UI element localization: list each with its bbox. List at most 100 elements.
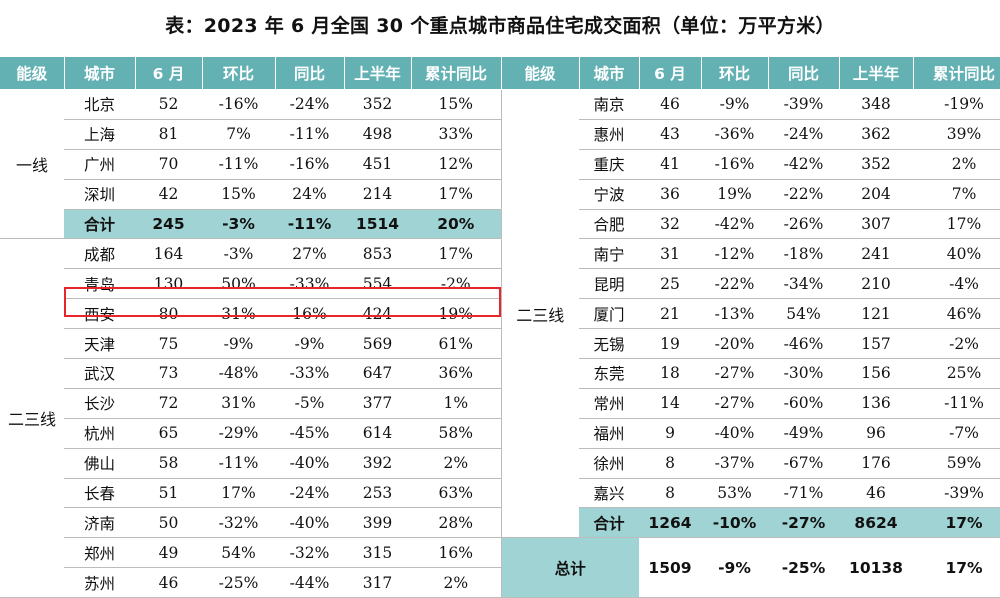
table-row: 佛山 58 -11% -40% 392 2% 徐州 8 -37% -67% 176 59% bbox=[0, 448, 1000, 479]
value-cell: -19% bbox=[913, 89, 1000, 120]
value-cell: -37% bbox=[701, 448, 768, 479]
value-cell: -27% bbox=[701, 358, 768, 389]
value-cell: -22% bbox=[768, 179, 839, 210]
table-row: 天津 75 -9% -9% 569 61% 无锡 19 -20% -46% 157 -2% bbox=[0, 328, 1000, 360]
value-cell: 241 bbox=[839, 238, 913, 270]
city-cell: 东莞 bbox=[579, 358, 639, 389]
value-cell: 307 bbox=[839, 209, 913, 240]
value-cell: -67% bbox=[768, 448, 839, 479]
value-cell: -11% bbox=[275, 209, 344, 240]
value-cell: 20% bbox=[411, 209, 501, 240]
city-cell: 惠州 bbox=[579, 119, 639, 150]
table-row: 青岛 130 50% -33% 554 -2% 昆明 25 -22% -34% 210 -4% bbox=[0, 268, 1000, 300]
header-cell: 累计同比 bbox=[913, 57, 1000, 90]
value-cell: 25% bbox=[913, 358, 1000, 389]
value-cell: -3% bbox=[202, 238, 275, 270]
value-cell: 49 bbox=[135, 537, 202, 569]
value-cell: 614 bbox=[344, 418, 411, 449]
table-row: 广州 70 -11% -16% 451 12% 重庆 41 -16% -42% 352 2% bbox=[0, 149, 1000, 180]
value-cell: 17% bbox=[411, 179, 501, 210]
table-row: 二三线 成都 164 -3% 27% 853 17% 南宁 31 -12% -18% 241 40% bbox=[0, 238, 1000, 598]
city-cell: 杭州 bbox=[64, 418, 135, 449]
header-cell: 城市 bbox=[64, 57, 136, 90]
city-cell: 厦门 bbox=[579, 298, 639, 330]
value-cell: -5% bbox=[275, 388, 344, 419]
city-cell: 上海 bbox=[64, 119, 135, 150]
value-cell: -30% bbox=[768, 358, 839, 389]
table-row: 长沙 72 31% -5% 377 1% 常州 14 -27% -60% 136 -11% bbox=[0, 388, 1000, 419]
value-cell: 72 bbox=[135, 388, 202, 419]
value-cell: 121 bbox=[839, 298, 913, 330]
value-cell: 392 bbox=[344, 448, 411, 479]
city-cell: 长沙 bbox=[64, 388, 135, 419]
value-cell: -26% bbox=[768, 209, 839, 240]
value-cell: 9 bbox=[639, 418, 701, 449]
table-row: 合计 245 -3% -11% 1514 20% 合肥 32 -42% -26% 307 17% bbox=[0, 209, 1000, 240]
value-cell: 53% bbox=[701, 478, 768, 509]
value-cell: -32% bbox=[275, 537, 344, 569]
table-row: 济南 50 -32% -40% 399 28% 合计 1264 -10% -27% 8624 17% bbox=[0, 507, 1000, 539]
value-cell: 2% bbox=[411, 567, 501, 598]
value-cell: -33% bbox=[275, 358, 344, 389]
city-cell: 无锡 bbox=[579, 328, 639, 360]
tier-label: 二三线 bbox=[500, 89, 579, 539]
table-row: 西安 80 31% 16% 424 19% 厦门 21 -13% 54% 121 46% bbox=[0, 298, 1000, 330]
value-cell: -3% bbox=[202, 209, 275, 240]
value-cell: -11% bbox=[202, 149, 275, 180]
value-cell: 28% bbox=[411, 507, 501, 539]
value-cell: 46 bbox=[639, 89, 701, 120]
value-cell: -9% bbox=[275, 328, 344, 360]
city-cell: 宁波 bbox=[579, 179, 639, 210]
value-cell: 19% bbox=[411, 298, 501, 330]
value-cell: 51 bbox=[135, 478, 202, 509]
value-cell: -7% bbox=[913, 418, 1000, 449]
value-cell: 24% bbox=[275, 179, 344, 210]
value-cell: 8 bbox=[639, 448, 701, 479]
value-cell: -40% bbox=[275, 507, 344, 539]
value-cell: 46% bbox=[913, 298, 1000, 330]
value-cell: 96 bbox=[839, 418, 913, 449]
header-row: 能级 城市 6 月环比 同比 上半年 累计同比 能级 城市 6 月环比 同比 上半年 累计同比 bbox=[0, 57, 1000, 90]
tier-label: 一线 bbox=[0, 89, 64, 240]
table-row: 杭州 65 -29% -45% 614 58% 福州 9 -40% -49% 96 -7% bbox=[0, 418, 1000, 449]
city-cell: 合计 bbox=[579, 507, 639, 539]
value-cell: -40% bbox=[275, 448, 344, 479]
table-row: 上海 81 7% -11% 498 33% 惠州 43 -36% -24% 362 39% bbox=[0, 119, 1000, 150]
value-cell: -39% bbox=[768, 89, 839, 120]
city-cell: 徐州 bbox=[579, 448, 639, 479]
value-cell: 2% bbox=[913, 149, 1000, 180]
value-cell: 317 bbox=[344, 567, 411, 598]
header-cell: 累计同比 bbox=[411, 57, 502, 90]
value-cell: 16% bbox=[411, 537, 501, 569]
value-cell: -49% bbox=[768, 418, 839, 449]
value-cell: -16% bbox=[275, 149, 344, 180]
value-cell: -2% bbox=[411, 268, 501, 300]
value-cell: 61% bbox=[411, 328, 501, 360]
value-cell: 1% bbox=[411, 388, 501, 419]
city-cell: 福州 bbox=[579, 418, 639, 449]
value-cell: 1264 bbox=[639, 507, 701, 539]
table-title: 表：2023 年 6 月全国 30 个重点城市商品住宅成交面积（单位：万平方米） bbox=[165, 15, 835, 37]
header-cell: 上半年 bbox=[344, 57, 412, 90]
value-cell: -27% bbox=[701, 388, 768, 419]
value-cell: -36% bbox=[701, 119, 768, 150]
city-cell: 南宁 bbox=[579, 238, 639, 270]
value-cell: 15% bbox=[411, 89, 501, 120]
value-cell: 176 bbox=[839, 448, 913, 479]
header-cell: 同比 bbox=[768, 57, 840, 90]
value-cell: 17% bbox=[913, 209, 1000, 240]
table-row: 一线 北京 52 -16% -24% 352 15% 二三线 南京 46 -9% -39% 348 -19… bbox=[0, 89, 1000, 539]
value-cell: -22% bbox=[701, 268, 768, 300]
city-cell: 武汉 bbox=[64, 358, 135, 389]
value-cell: 7% bbox=[913, 179, 1000, 210]
value-cell: -12% bbox=[701, 238, 768, 270]
value-cell: 245 bbox=[135, 209, 202, 240]
value-cell: 54% bbox=[768, 298, 839, 330]
value-cell: 362 bbox=[839, 119, 913, 150]
value-cell: -25% bbox=[202, 567, 275, 598]
city-cell: 合计 bbox=[64, 209, 135, 240]
value-cell: -39% bbox=[913, 478, 1000, 509]
city-cell: 苏州 bbox=[64, 567, 135, 598]
value-cell: 31 bbox=[639, 238, 701, 270]
header-cell: 环比 bbox=[701, 57, 769, 90]
